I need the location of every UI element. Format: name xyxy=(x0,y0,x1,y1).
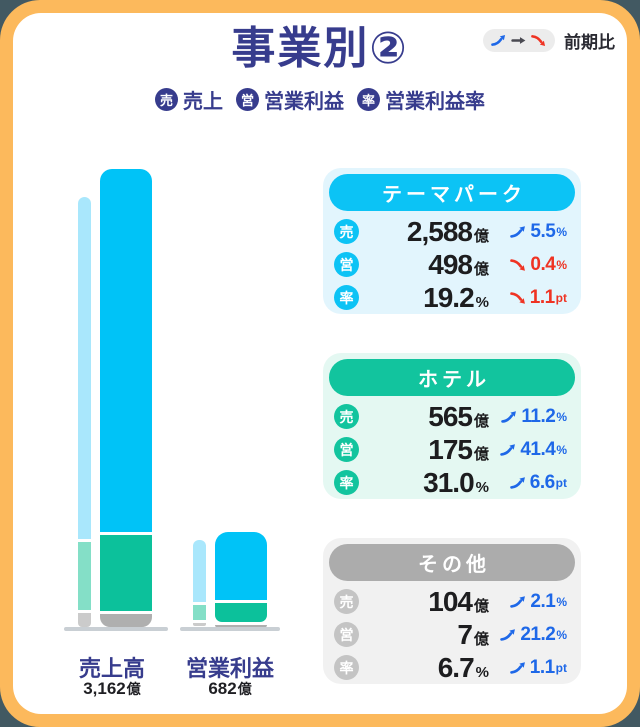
metric-legend: 売 売上 営 営業利益 率 営業利益率 xyxy=(0,85,640,114)
page-title: 事業別② xyxy=(231,24,409,73)
operating-profit-badge-icon: 営 xyxy=(334,437,359,462)
legend-item-operating-profit: 営 営業利益 xyxy=(236,85,344,114)
card-theme-park: テーマパーク 売 2,588 億 5.5% 営 498 億 xyxy=(323,168,581,314)
metric-value: 31.0% xyxy=(423,466,489,498)
legend-label: 営業利益 xyxy=(264,91,344,113)
trend-down-icon xyxy=(531,35,547,47)
metric-value: 104 億 xyxy=(428,585,489,617)
operating-profit-badge-icon: 営 xyxy=(236,88,259,111)
segment-others xyxy=(215,625,267,628)
change-indicator: 0.4% xyxy=(489,254,567,276)
card-row-sales: 売 565 億 11.2% xyxy=(334,400,567,433)
trend-arrow-icon xyxy=(500,627,517,641)
operating-profit-badge-icon: 営 xyxy=(334,622,359,647)
axis-baseline-sales xyxy=(64,627,168,631)
metric-value: 175 億 xyxy=(428,433,489,465)
x-axis-label-sales: 売上高 xyxy=(78,656,145,681)
margin-badge-icon: 率 xyxy=(334,470,359,495)
trend-arrow-icon xyxy=(509,475,527,489)
segment-others-prev xyxy=(78,613,91,627)
total-value-operating-profit: 682億 xyxy=(170,679,290,699)
sales-badge-icon: 売 xyxy=(334,219,359,244)
change-indicator: 5.5% xyxy=(489,221,567,243)
segment-hotel-prev xyxy=(193,605,206,620)
trend-arrow-icon xyxy=(509,660,527,674)
segment-themepark xyxy=(100,169,152,532)
trend-arrow-icon xyxy=(501,409,518,423)
card-row-sales: 売 104 億 2.1% xyxy=(334,585,567,618)
card-title-pill: テーマパーク xyxy=(329,174,575,211)
sales-badge-icon: 売 xyxy=(334,589,359,614)
trend-arrow-icon xyxy=(510,258,527,272)
trend-arrow-icon xyxy=(510,594,527,608)
card-title-pill: ホテル xyxy=(329,359,575,396)
total-unit: 億 xyxy=(126,681,141,697)
total-unit: 億 xyxy=(237,681,252,697)
segment-others-prev xyxy=(193,623,206,626)
segment-others xyxy=(100,614,152,627)
legend-label: 売上 xyxy=(183,91,223,113)
change-indicator: 41.4% xyxy=(489,439,567,461)
total-number: 682 xyxy=(208,679,237,698)
trend-flat-icon xyxy=(511,35,527,46)
trend-arrow-icon xyxy=(510,224,527,238)
change-indicator: 1.1 pt xyxy=(489,287,567,309)
metric-value: 565 億 xyxy=(428,400,489,432)
card-title-pill: その他 xyxy=(329,544,575,581)
bar-sales-current xyxy=(100,169,152,627)
legend-label: 営業利益率 xyxy=(385,91,485,113)
segment-themepark-prev xyxy=(193,540,206,602)
margin-badge-icon: 率 xyxy=(357,88,380,111)
metric-value: 6.7% xyxy=(437,651,489,683)
total-number: 3,162 xyxy=(83,679,126,698)
change-indicator: 2.1% xyxy=(489,591,567,613)
change-indicator: 21.2% xyxy=(489,624,567,646)
segment-themepark xyxy=(215,532,267,600)
change-indicator: 6.6 pt xyxy=(489,472,567,494)
sales-badge-icon: 売 xyxy=(155,88,178,111)
segment-hotel-prev xyxy=(78,542,91,610)
legend-item-sales: 売 売上 xyxy=(155,85,223,114)
card-row-margin: 率 6.7% 1.1 pt xyxy=(334,651,567,684)
metric-value: 498 億 xyxy=(428,248,489,280)
segment-cards: テーマパーク 売 2,588 億 5.5% 営 498 億 xyxy=(323,168,581,684)
x-axis-label-operating-profit: 営業利益 xyxy=(185,656,274,681)
card-hotel: ホテル 売 565 億 11.2% 営 175 億 xyxy=(323,353,581,499)
margin-badge-icon: 率 xyxy=(334,285,359,310)
card-row-margin: 率 19.2% 1.1 pt xyxy=(334,281,567,314)
card-row-margin: 率 31.0% 6.6 pt xyxy=(334,466,567,499)
card-row-operating-profit: 営 175 億 41.4% xyxy=(334,433,567,466)
bar-sales-previous-period xyxy=(78,197,91,627)
segment-hotel xyxy=(100,535,152,611)
legend-item-margin: 率 営業利益率 xyxy=(357,85,485,114)
total-value-sales: 3,162億 xyxy=(52,679,172,699)
axis-baseline-operating-profit xyxy=(180,627,280,631)
card-row-operating-profit: 営 498 億 0.4% xyxy=(334,248,567,281)
change-indicator: 11.2% xyxy=(489,406,567,428)
card-row-sales: 売 2,588 億 5.5% xyxy=(334,215,567,248)
sales-badge-icon: 売 xyxy=(334,404,359,429)
prev-comparison-legend: 前期比 xyxy=(483,28,615,53)
trend-up-icon xyxy=(491,34,507,46)
trend-arrow-icon xyxy=(500,442,517,456)
trend-arrow-icon xyxy=(509,291,527,305)
prev-comparison-label: 前期比 xyxy=(564,33,615,52)
segment-hotel xyxy=(215,603,267,622)
metric-value: 2,588 億 xyxy=(406,215,489,247)
segment-themepark-prev xyxy=(78,197,91,539)
metric-value: 19.2% xyxy=(423,281,489,313)
operating-profit-badge-icon: 営 xyxy=(334,252,359,277)
trend-arrows-pill xyxy=(483,29,555,52)
margin-badge-icon: 率 xyxy=(334,655,359,680)
bar-operating-profit-current xyxy=(215,532,267,628)
bar-operating-profit-previous-period xyxy=(193,540,206,626)
change-indicator: 1.1 pt xyxy=(489,657,567,679)
